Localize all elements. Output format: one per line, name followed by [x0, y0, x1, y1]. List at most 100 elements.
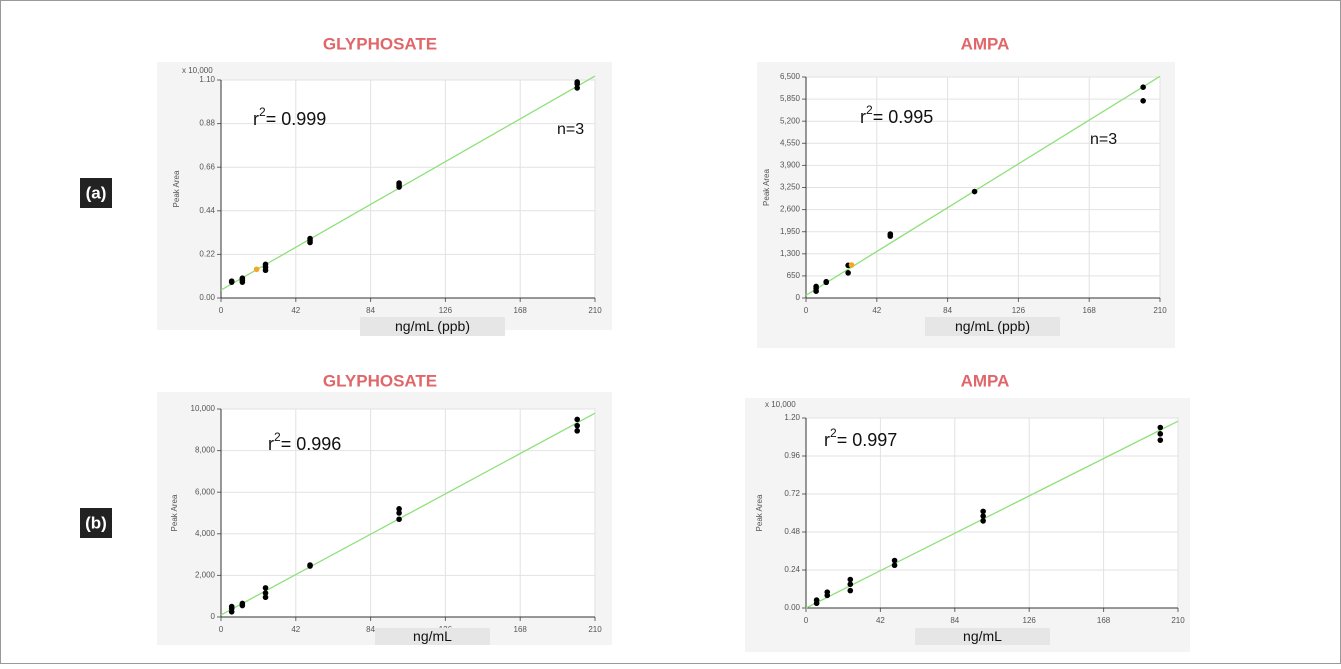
data-point: [574, 416, 580, 423]
plot-area: [220, 79, 596, 299]
annotation-text: = 0.999: [266, 109, 327, 129]
annotation-text: n=3: [557, 121, 584, 138]
data-point: [239, 600, 246, 607]
y-axis-label: Peak Area: [172, 170, 181, 207]
y-tick-label: 1,300: [780, 249, 801, 258]
annotation-sup: 2: [274, 430, 281, 444]
data-point: [1157, 431, 1164, 437]
y-tick-label: 0.00: [784, 603, 800, 612]
y-tick-label: 0.48: [784, 527, 800, 536]
chart-title: AMPA: [961, 34, 1010, 53]
y-tick-label: 0.44: [199, 206, 215, 215]
x-tick-label: 0: [219, 625, 224, 634]
data-point: [1140, 98, 1146, 104]
chart-title: GLYPHOSATE: [323, 371, 437, 390]
annotation-sup: 2: [259, 105, 266, 119]
y-axis-label: Peak Area: [755, 494, 764, 531]
x-tick-label: 168: [514, 625, 528, 634]
data-point: [253, 266, 260, 273]
annotation-base: r: [268, 434, 274, 454]
annotation: r2= 0.999: [253, 105, 326, 129]
data-point: [396, 510, 402, 516]
y-tick-label: 4,000: [195, 529, 216, 538]
y-multiplier: x 10,000: [765, 400, 796, 409]
data-point: [1140, 84, 1146, 90]
plot-area: [220, 408, 596, 618]
data-point: [239, 275, 246, 281]
fit-line: [220, 412, 596, 616]
x-tick-label: 168: [1083, 306, 1097, 315]
data-point: [396, 516, 402, 523]
data-point: [980, 518, 986, 524]
annotation: n=3: [557, 121, 584, 138]
y-tick-label: 0.22: [199, 250, 215, 259]
y-axis-label: Peak Area: [170, 494, 179, 531]
annotation-text: = 0.997: [837, 430, 898, 450]
data-point: [823, 278, 830, 285]
y-tick-label: 0: [211, 612, 216, 621]
annotation-text: n=3: [1090, 131, 1117, 148]
y-tick-label: 3,250: [780, 183, 801, 192]
data-point: [228, 278, 235, 284]
x-tick-label: 210: [588, 625, 602, 634]
y-tick-label: 0.88: [199, 119, 215, 128]
data-point: [262, 585, 269, 591]
data-point: [813, 283, 819, 290]
data-point: [980, 508, 986, 515]
y-tick-label: 0.96: [784, 451, 800, 460]
x-tick-label: 0: [804, 616, 809, 625]
data-point: [845, 270, 851, 276]
data-point: [847, 587, 854, 594]
data-point: [396, 506, 402, 512]
data-point: [848, 262, 855, 268]
y-axis-label: Peak Area: [762, 168, 771, 205]
y-tick-label: 6,500: [780, 72, 801, 81]
x-axis-label: ng/mL (ppb): [955, 318, 1030, 334]
chart-title: AMPA: [961, 371, 1010, 390]
x-tick-label: 84: [950, 616, 959, 625]
y-tick-label: 1,950: [780, 227, 801, 236]
x-label-box: [915, 628, 1050, 645]
panel-label: (b): [85, 513, 107, 532]
data-point: [396, 180, 402, 186]
x-tick-label: 42: [872, 306, 881, 315]
x-tick-label: 210: [1153, 306, 1167, 315]
y-tick-label: 2,600: [780, 205, 801, 214]
fit-line: [805, 75, 1161, 296]
annotation-text: = 0.995: [873, 107, 934, 127]
x-axis-label: ng/mL: [963, 628, 1002, 644]
fit-line: [220, 75, 596, 291]
data-point: [262, 590, 269, 596]
y-tick-label: 0.66: [199, 162, 215, 171]
y-tick-label: 0: [796, 293, 801, 302]
x-axis-label: ng/mL (ppb): [395, 318, 470, 334]
y-tick-label: 2,000: [195, 571, 216, 580]
data-point: [980, 513, 986, 519]
annotation-base: r: [253, 109, 259, 129]
y-tick-label: 1.10: [199, 75, 215, 84]
y-tick-label: 0.00: [199, 293, 215, 302]
x-tick-label: 126: [439, 306, 453, 315]
annotation-base: r: [860, 107, 866, 127]
x-label-box: [925, 317, 1060, 336]
x-tick-label: 126: [1012, 306, 1026, 315]
x-label-box: [375, 628, 490, 645]
data-point: [574, 428, 580, 434]
data-point: [1157, 424, 1164, 431]
y-tick-label: 8,000: [195, 446, 216, 455]
data-point: [891, 562, 898, 569]
x-tick-label: 42: [291, 306, 300, 315]
x-tick-label: 42: [876, 616, 885, 625]
y-tick-label: 650: [787, 271, 801, 280]
y-tick-label: 5,200: [780, 116, 801, 125]
fit-line: [805, 420, 1179, 609]
y-tick-label: 5,850: [780, 94, 801, 103]
x-tick-label: 0: [219, 306, 224, 315]
data-point: [847, 581, 854, 588]
annotation: r2= 0.996: [268, 430, 341, 454]
data-point: [574, 422, 580, 429]
y-tick-label: 3,900: [780, 161, 801, 170]
x-tick-label: 84: [943, 306, 952, 315]
x-label-box: [360, 317, 505, 336]
